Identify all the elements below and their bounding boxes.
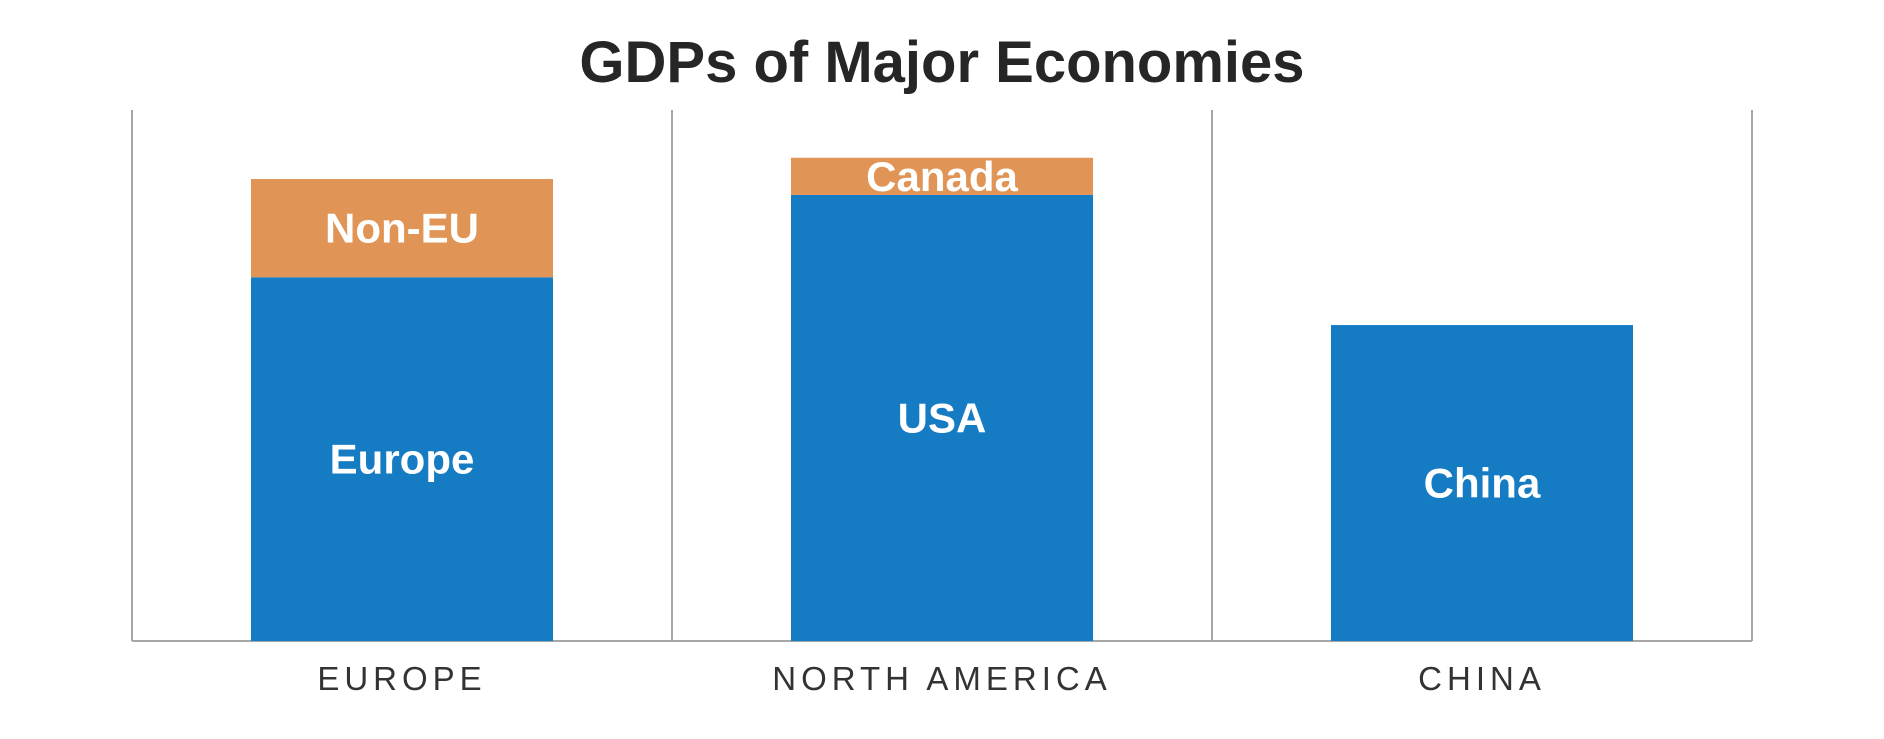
category-axis-labels: EUROPE NORTH AMERICA CHINA	[317, 660, 1546, 697]
x-tick-label: CHINA	[1418, 660, 1546, 697]
x-tick-label: EUROPE	[317, 660, 486, 697]
chart-title: GDPs of Major Economies	[579, 30, 1304, 95]
bar-segment	[1331, 325, 1633, 641]
bar-segment-label: Canada	[866, 153, 1018, 200]
bar-segment-label: Non-EU	[325, 205, 479, 252]
bar-segment	[251, 277, 553, 641]
bar-segment	[791, 194, 1093, 641]
x-tick-label: NORTH AMERICA	[772, 660, 1111, 697]
bars	[251, 157, 1633, 641]
bar-segment-label: USA	[898, 394, 987, 441]
bar-segment-label: China	[1424, 460, 1541, 507]
bar-segment	[791, 157, 1093, 195]
bar-segment-labels: Europe Non-EU USA Canada China	[325, 153, 1541, 507]
bar-segment	[251, 179, 553, 278]
bar-segment-label: Europe	[330, 436, 475, 483]
